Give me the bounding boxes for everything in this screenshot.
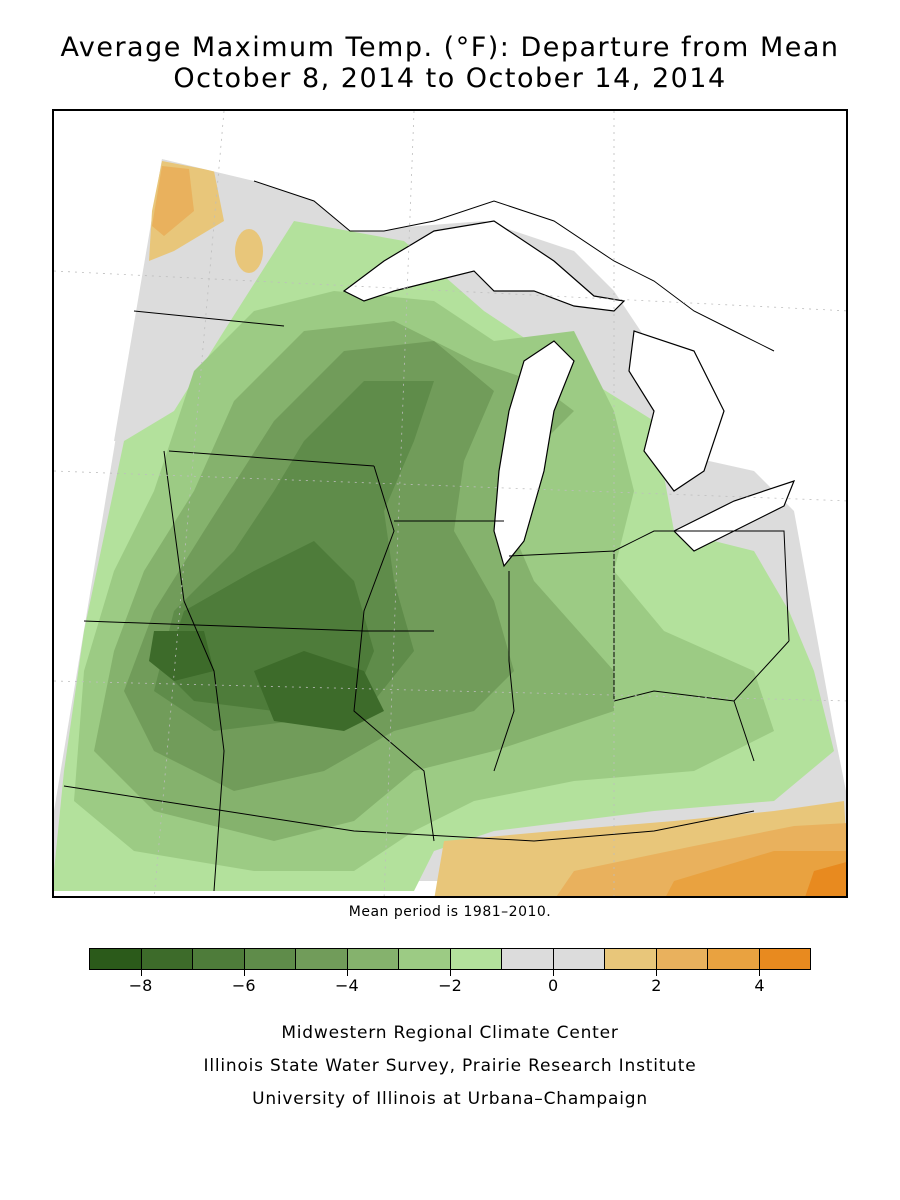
colorbar-bin: [656, 949, 708, 969]
colorbar-tick-label: −2: [438, 976, 462, 995]
map-region-green-8b: [149, 631, 214, 681]
state-boundaries: [63, 310, 790, 892]
lake-michigan: [493, 340, 575, 568]
colorbar-tick-mark: [346, 970, 348, 976]
credit-line-3: University of Illinois at Urbana–Champai…: [252, 1089, 648, 1109]
colorbar-tick-label: −6: [231, 976, 256, 995]
colorbar-bin: [502, 949, 554, 969]
colorbar-bin: [193, 949, 245, 969]
mean-period-note: Mean period is 1981–2010.: [348, 904, 552, 920]
colorbar-bin: [90, 949, 142, 969]
colorbar-bin: [708, 949, 760, 969]
colorbar-bin: [759, 949, 810, 969]
colorbar-tick-mark: [450, 970, 451, 976]
colorbar-tick-mark: [553, 970, 555, 976]
colorbar-bin: [605, 949, 657, 969]
midwest-map: [54, 111, 846, 896]
credit-line-1: Midwestern Regional Climate Center: [281, 1023, 619, 1043]
map-region-se-warm-3: [666, 851, 846, 896]
map-title-line-1: Average Maximum Temp. (°F): Departure fr…: [60, 32, 840, 63]
colorbar-bin: [296, 949, 348, 969]
map-region-nw-warm-3: [235, 229, 263, 273]
canada-outline: [253, 180, 775, 352]
colorbar-tick-mark: [656, 970, 658, 976]
lake-huron: [628, 330, 725, 492]
map-region-nw-warm-2: [152, 166, 194, 236]
colorbar-bin: [244, 949, 296, 969]
colorbar-tick-label: −4: [335, 976, 359, 995]
map-region-se-warm-4: [805, 862, 846, 896]
colorbar-bin: [553, 949, 605, 969]
colorbar-bin: [450, 949, 502, 969]
colorbar-ticks: −8 −6 −4 −2 0 2 4: [0, 970, 900, 1000]
colorbar-tick-mark: [243, 970, 245, 976]
map-region-green-8: [254, 651, 384, 731]
colorbar: [89, 948, 811, 970]
colorbar-bin: [141, 949, 193, 969]
colorbar-tick-label: −8: [128, 976, 153, 995]
colorbar-tick-label: 0: [548, 976, 559, 995]
map-panel: [52, 109, 848, 898]
colorbar-tick-label: 4: [754, 976, 765, 995]
credit-line-2: Illinois State Water Survey, Prairie Res…: [203, 1056, 697, 1076]
lake-superior: [342, 220, 626, 312]
map-title-line-2: October 8, 2014 to October 14, 2014: [173, 63, 727, 94]
colorbar-bin: [347, 949, 399, 969]
canada-area: [162, 111, 846, 351]
lake-erie: [672, 480, 796, 552]
colorbar-bin: [399, 949, 451, 969]
colorbar-tick-mark: [140, 970, 142, 976]
colorbar-tick-label: 2: [651, 976, 662, 995]
colorbar-tick-mark: [759, 970, 761, 976]
